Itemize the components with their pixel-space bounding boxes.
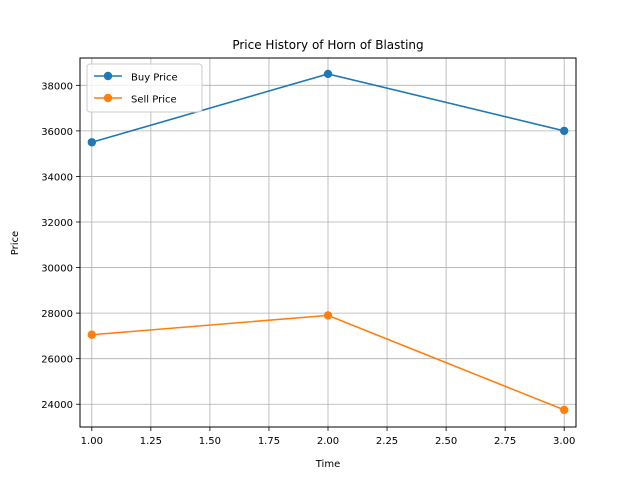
y-tick-label: 30000 bbox=[41, 264, 73, 275]
legend-label: Sell Price bbox=[131, 95, 177, 106]
chart-title: Price History of Horn of Blasting bbox=[232, 38, 423, 52]
legend-swatch-marker bbox=[103, 93, 113, 103]
x-tick-label: 3.00 bbox=[553, 436, 575, 447]
data-point bbox=[323, 311, 333, 320]
data-point bbox=[559, 405, 569, 415]
x-tick-label: 1.75 bbox=[258, 436, 280, 447]
x-tick-label: 2.50 bbox=[435, 436, 457, 447]
data-point bbox=[87, 138, 97, 147]
data-point bbox=[559, 126, 569, 136]
legend: Buy Price Sell Price bbox=[86, 63, 203, 113]
x-tick-label: 1.25 bbox=[140, 436, 162, 447]
y-tick-label: 34000 bbox=[41, 172, 73, 183]
legend-swatch-marker bbox=[103, 71, 113, 81]
x-tick-label: 2.00 bbox=[317, 436, 339, 447]
series-buy-price bbox=[87, 69, 569, 147]
x-tick-label: 1.50 bbox=[199, 436, 221, 447]
y-tick-label: 28000 bbox=[41, 309, 73, 320]
data-point bbox=[323, 69, 333, 79]
x-tick-label: 2.75 bbox=[494, 436, 516, 447]
y-axis: 24000 26000 28000 30000 32000 34000 36000 38000 bbox=[41, 81, 80, 411]
x-axis: 1.00 1.25 1.50 1.75 2.00 2.25 2.50 2.75 3.00 bbox=[81, 427, 575, 447]
y-tick-label: 36000 bbox=[41, 127, 73, 138]
y-tick-label: 38000 bbox=[41, 81, 73, 92]
x-axis-label: Time bbox=[315, 459, 340, 470]
series-sell-price bbox=[87, 311, 569, 415]
y-axis-label: Price bbox=[10, 231, 21, 255]
y-tick-label: 32000 bbox=[41, 218, 73, 229]
y-tick-label: 26000 bbox=[41, 355, 73, 366]
grid bbox=[80, 58, 576, 427]
y-tick-label: 24000 bbox=[41, 400, 73, 411]
data-point bbox=[87, 330, 97, 339]
legend-entries: Buy Price Sell Price bbox=[94, 71, 178, 106]
x-tick-label: 2.25 bbox=[376, 436, 398, 447]
x-tick-label: 1.00 bbox=[81, 436, 103, 447]
legend-label: Buy Price bbox=[131, 73, 178, 84]
series-layer bbox=[87, 69, 569, 415]
